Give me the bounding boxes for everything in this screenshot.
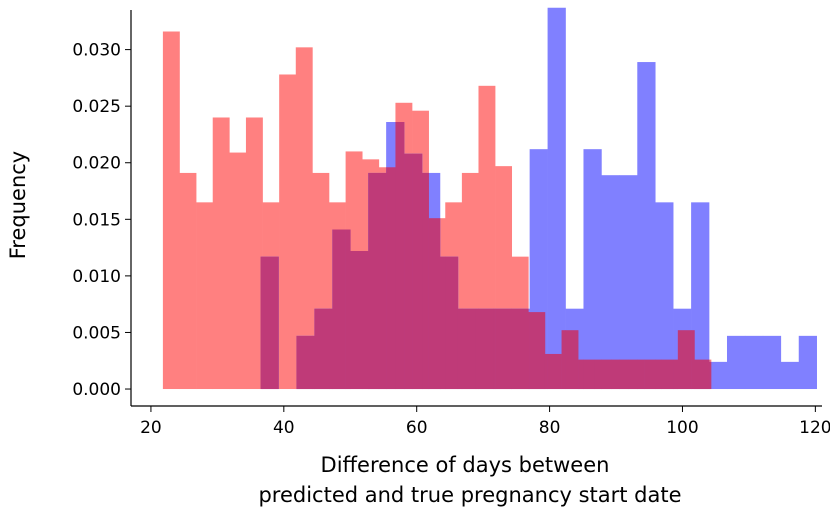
overlap-bar-43 — [661, 359, 674, 390]
red-bar-7 — [279, 74, 297, 390]
x-tick-label-5: 120 — [799, 418, 830, 438]
overlap-bar-0 — [260, 256, 263, 390]
blue-bar-16 — [547, 7, 566, 390]
x-ticks: 20 40 60 80 100 120 — [140, 406, 830, 438]
overlap-bar-7 — [345, 229, 351, 390]
overlap-bar-10 — [368, 172, 380, 390]
overlap-bar-26 — [511, 308, 529, 390]
y-tick-label-6: 0.030 — [72, 41, 121, 61]
red-bar-5 — [245, 117, 263, 390]
blue-bar-25 — [709, 361, 728, 390]
x-tick-label-1: 40 — [273, 418, 295, 438]
overlap-bar-1 — [262, 256, 279, 390]
overlap-bar-34 — [583, 359, 596, 390]
x-tick-label-4: 100 — [666, 418, 698, 438]
overlap-bar-38 — [619, 359, 629, 390]
overlap-bar-2 — [296, 335, 313, 390]
overlap-bar-46 — [691, 330, 695, 390]
overlap-bar-45 — [677, 330, 692, 390]
overlap-bar-11 — [378, 172, 387, 390]
x-tick-label-2: 60 — [406, 418, 428, 438]
overlap-bar-37 — [611, 359, 620, 390]
blue-bar-29 — [780, 361, 800, 390]
blue-bar-18 — [583, 149, 602, 390]
overlap-bar-12 — [386, 167, 396, 390]
y-tick-label-5: 0.025 — [72, 97, 121, 117]
y-tick-label-0: 0.000 — [72, 380, 121, 400]
y-axis-label: Frequency — [6, 151, 30, 260]
y-tick-label-2: 0.010 — [72, 267, 121, 287]
overlap-bar-44 — [673, 359, 679, 390]
overlap-bar-35 — [594, 359, 602, 390]
overlap-bar-19 — [445, 256, 459, 390]
overlap-bars — [260, 122, 712, 390]
overlap-bar-4 — [314, 308, 330, 390]
overlap-bar-39 — [627, 359, 638, 390]
overlap-bar-24 — [493, 308, 496, 390]
x-axis-label-line-1: Difference of days between — [321, 453, 610, 477]
blue-bar-30 — [798, 335, 817, 390]
y-tick-label-3: 0.015 — [72, 210, 121, 230]
overlap-bar-27 — [528, 312, 530, 390]
red-bar-4 — [229, 152, 247, 390]
red-bar-3 — [212, 117, 230, 390]
blue-bar-22 — [655, 202, 674, 390]
overlap-bar-32 — [565, 330, 579, 390]
overlap-bar-15 — [412, 153, 423, 390]
overlap-bar-8 — [350, 250, 363, 390]
x-axis-label-line-2: predicted and true pregnancy start date — [258, 483, 681, 507]
blue-bar-21 — [637, 62, 656, 390]
overlap-bar-17 — [428, 218, 441, 390]
y-tick-label-4: 0.020 — [72, 154, 121, 174]
overlap-bar-40 — [637, 359, 645, 390]
x-tick-label-0: 20 — [140, 418, 162, 438]
red-bar-1 — [179, 172, 197, 390]
overlap-bar-18 — [439, 256, 446, 390]
red-bar-8 — [295, 47, 313, 390]
overlap-bar-21 — [461, 308, 477, 390]
overlap-bar-6 — [332, 229, 346, 390]
blue-bar-24 — [691, 202, 710, 390]
overlap-bar-28 — [529, 312, 546, 390]
blue-bar-26 — [726, 335, 746, 390]
y-ticks: 0.000 0.005 0.010 0.015 0.020 0.025 0.030 — [72, 41, 131, 400]
blue-bar-28 — [762, 335, 782, 390]
overlap-bar-42 — [655, 359, 662, 390]
overlap-bar-41 — [644, 359, 656, 390]
overlap-bar-25 — [495, 308, 513, 390]
blue-bar-20 — [619, 175, 638, 390]
red-bar-2 — [196, 202, 214, 390]
overlap-bar-3 — [312, 335, 315, 390]
red-bar-0 — [162, 31, 180, 390]
overlap-bar-14 — [404, 153, 413, 390]
overlap-bar-13 — [395, 122, 405, 390]
y-tick-label-1: 0.005 — [72, 323, 121, 343]
overlap-bar-20 — [457, 308, 463, 390]
overlap-bar-5 — [329, 308, 333, 390]
blue-bar-19 — [601, 175, 620, 390]
overlap-bar-22 — [475, 308, 479, 390]
overlap-bar-16 — [422, 172, 429, 390]
overlap-bar-36 — [601, 359, 612, 390]
overlap-bar-33 — [578, 359, 584, 390]
overlap-bar-23 — [478, 308, 495, 390]
overlap-bar-29 — [544, 353, 548, 390]
overlap-bar-9 — [362, 250, 369, 390]
overlap-bar-47 — [694, 359, 710, 390]
blue-bar-27 — [744, 335, 764, 390]
overlap-bar-31 — [561, 330, 566, 390]
overlap-bar-30 — [547, 353, 562, 390]
x-tick-label-3: 80 — [539, 418, 561, 438]
overlap-bar-48 — [709, 361, 712, 390]
